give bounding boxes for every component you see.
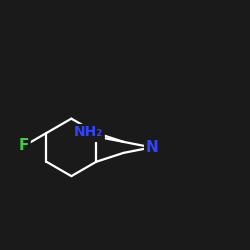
Text: F: F bbox=[19, 138, 29, 154]
Text: N: N bbox=[146, 140, 158, 155]
Text: NH₂: NH₂ bbox=[74, 125, 104, 139]
Text: N: N bbox=[90, 126, 103, 140]
